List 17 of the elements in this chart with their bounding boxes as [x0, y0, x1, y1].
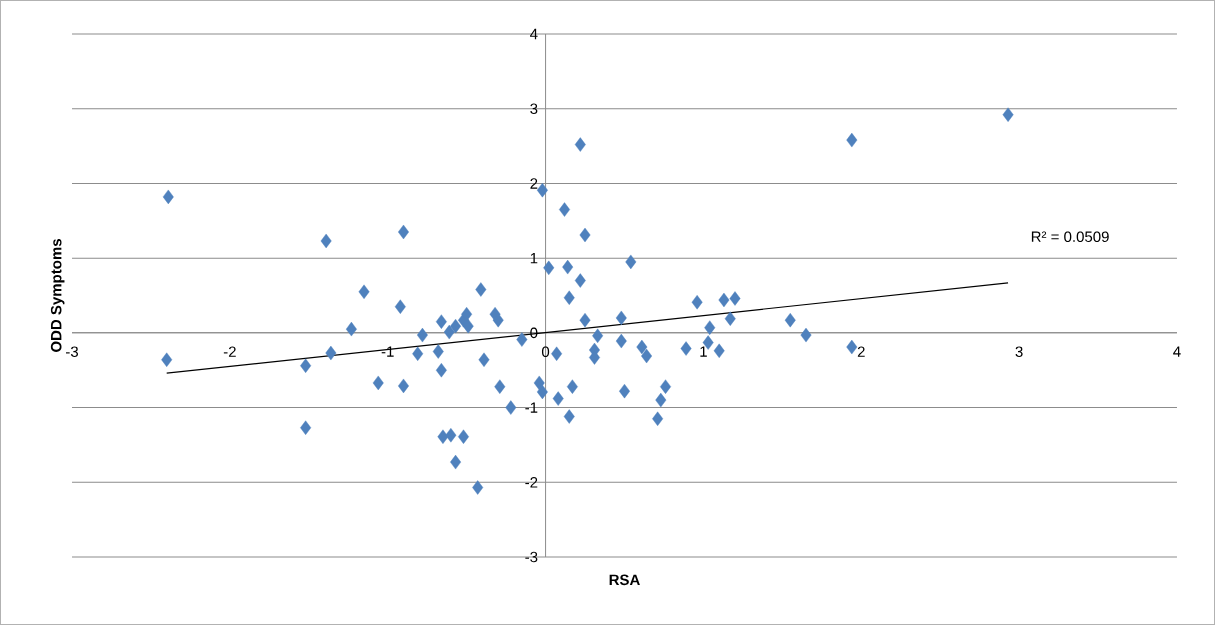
- x-tick-label: -2: [223, 346, 236, 357]
- y-tick-label: 4: [530, 28, 538, 40]
- y-tick-label: -2: [525, 477, 538, 488]
- annotation: R² = 0.0509: [1031, 231, 1109, 242]
- y-tick-label: 1: [530, 252, 538, 264]
- x-tick-label: -3: [66, 346, 79, 358]
- x-tick-label: 0: [541, 346, 550, 358]
- x-tick-label: 2: [857, 346, 865, 357]
- y-tick-label: -3: [525, 551, 538, 563]
- x-tick-label: 3: [1015, 346, 1023, 358]
- y-axis-title: ODD Symptoms: [50, 239, 65, 352]
- y-tick-label: 3: [530, 103, 538, 115]
- x-axis-title: RSA: [609, 574, 640, 586]
- x-tick-label: 4: [1173, 346, 1181, 357]
- y-tick-label: 2: [530, 178, 538, 189]
- y-tick-label: -1: [525, 402, 538, 413]
- x-tick-label: 1: [700, 346, 707, 357]
